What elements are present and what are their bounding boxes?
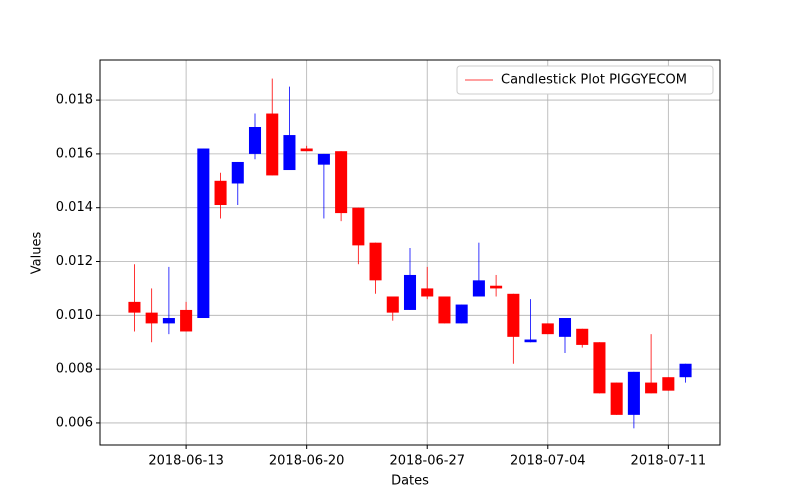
x-axis-label: Dates [391, 474, 429, 489]
candle-body [300, 148, 313, 152]
candle-body [576, 328, 589, 345]
candle-body [593, 342, 606, 394]
candle-body [231, 161, 244, 184]
candle-body [317, 153, 330, 165]
x-tick-label: 2018-06-13 [148, 454, 224, 469]
x-tick-label: 2018-07-11 [631, 454, 707, 469]
candle-body [541, 323, 554, 335]
candle-body [386, 296, 399, 313]
y-tick-label: 0.018 [56, 93, 93, 108]
candle-body [180, 309, 193, 332]
candle-body [490, 285, 503, 289]
y-tick-label: 0.008 [56, 362, 93, 377]
candle-body [214, 180, 227, 206]
candle-body [524, 339, 537, 343]
x-tick-label: 2018-07-04 [510, 454, 586, 469]
candle-body [472, 280, 485, 297]
candle-body [352, 207, 365, 246]
y-tick-label: 0.006 [56, 415, 93, 430]
candle-body [627, 371, 640, 415]
candle-body [197, 148, 210, 319]
candle-body [369, 242, 382, 281]
candle-body [438, 296, 451, 324]
candle-body [266, 113, 279, 176]
candle-body [283, 135, 296, 171]
y-tick-label: 0.016 [56, 146, 93, 161]
legend-label: Candlestick Plot PIGGYECOM [501, 73, 687, 88]
candle-body [558, 318, 572, 337]
x-tick-label: 2018-06-20 [269, 454, 345, 469]
candle-body [455, 304, 468, 324]
candle-body [679, 363, 692, 378]
x-tick-label: 2018-06-27 [389, 454, 465, 469]
y-axis-label: Values [30, 232, 45, 275]
candle-body [145, 312, 158, 324]
candle-body [662, 377, 675, 391]
candle-body [335, 151, 348, 214]
candle-body [403, 274, 417, 310]
candle-body [248, 126, 262, 154]
candle-body [162, 318, 175, 324]
candle-body [507, 293, 520, 337]
candle-body [128, 301, 141, 313]
y-tick-label: 0.012 [56, 254, 93, 269]
candle-body [610, 382, 623, 415]
y-tick-label: 0.010 [56, 308, 93, 323]
plot-frame [99, 59, 721, 446]
candle-body [421, 288, 434, 297]
y-tick-label: 0.014 [56, 200, 93, 215]
legend-box [456, 65, 714, 95]
candle-body [645, 382, 658, 394]
